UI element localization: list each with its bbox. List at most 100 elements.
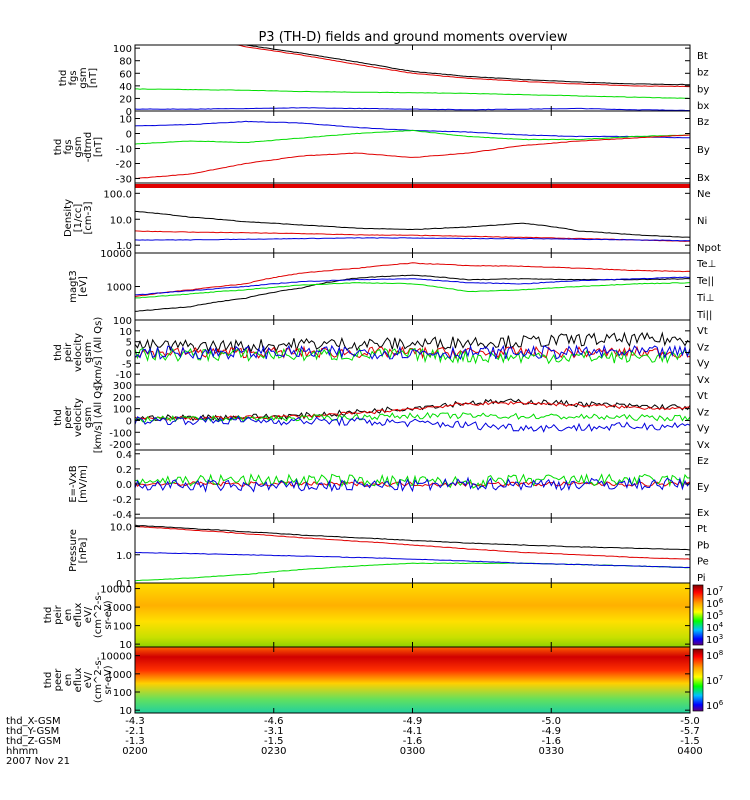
panel-frame bbox=[134, 384, 691, 451]
legend-entry: Pe bbox=[697, 557, 709, 568]
colorbar-tick-label: 103 bbox=[706, 633, 723, 646]
colorbar-tick-label: 107 bbox=[706, 674, 723, 687]
legend-entry: By bbox=[697, 145, 710, 156]
x-tick-label: -1.5 bbox=[680, 736, 700, 747]
series-line-4 bbox=[135, 551, 690, 569]
legend-entry: Ez bbox=[697, 456, 709, 467]
x-tick-label: -4.1 bbox=[403, 726, 423, 737]
y-tick-label: 200 bbox=[113, 393, 132, 404]
series-line-3 bbox=[135, 134, 690, 180]
legend-entry: Vt bbox=[697, 326, 708, 337]
y-tick-label: 0.0 bbox=[116, 480, 132, 491]
legend-entry: Bz bbox=[697, 117, 709, 128]
x-tick-label: -1.6 bbox=[541, 736, 561, 747]
y-tick-label: 10 bbox=[119, 640, 132, 651]
series-line-2 bbox=[135, 473, 690, 489]
series-line-1 bbox=[135, 230, 690, 242]
series-line-3 bbox=[135, 476, 690, 493]
panel-frame bbox=[134, 182, 691, 254]
y-tick-label: 1000 bbox=[107, 283, 132, 294]
y-tick-label: 40 bbox=[119, 82, 132, 93]
spectrogram-image bbox=[135, 583, 690, 647]
legend-entry: Bt bbox=[697, 51, 708, 62]
panel-efield: Ez Ey Ex -0.4 -0.2 0.0 0.2 0.4 E=-VxB[mV/m] bbox=[68, 449, 709, 521]
legend-entry: by bbox=[697, 84, 709, 95]
y-tick-label: 100 bbox=[113, 405, 132, 416]
series-line-4 bbox=[135, 415, 690, 433]
y-axis-label: Pressure[nPa] bbox=[68, 529, 89, 572]
series-line-2 bbox=[135, 129, 690, 145]
x-tick-label: 0230 bbox=[261, 746, 286, 757]
y-tick-label: 0 bbox=[126, 349, 132, 360]
y-tick-label: 1000 bbox=[107, 670, 132, 681]
series-line-2 bbox=[135, 210, 690, 238]
panel-pressure: Pt Pb Pe Pi 0.1 1.0 10.0 Pressure[nPa] bbox=[68, 517, 709, 590]
x-row-label: hhmm bbox=[6, 746, 38, 757]
series-line-1 bbox=[135, 331, 690, 354]
series-line-4 bbox=[135, 282, 690, 299]
y-tick-label: 10000 bbox=[100, 249, 132, 260]
y-axis-label: E=-VxB[mV/m] bbox=[68, 465, 89, 503]
y-tick-label: 20 bbox=[119, 94, 132, 105]
legend-entry: Vy bbox=[697, 424, 710, 435]
series-line-1 bbox=[135, 120, 690, 139]
y-tick-label: -20 bbox=[116, 160, 132, 171]
x-tick-label: -4.9 bbox=[403, 716, 423, 727]
x-tick-label: 0300 bbox=[400, 746, 425, 757]
x-row-label: thd_X-GSM bbox=[6, 716, 61, 727]
legend-entry: Vt bbox=[697, 391, 708, 402]
legend-entry: Pb bbox=[697, 540, 709, 551]
x-tick-label: -5.0 bbox=[541, 716, 561, 727]
series-line-1 bbox=[135, 524, 690, 551]
y-tick-label: 1.0 bbox=[116, 241, 132, 252]
series-line-3 bbox=[135, 411, 690, 423]
y-tick-label: 80 bbox=[119, 57, 132, 68]
y-tick-label: 10000 bbox=[100, 652, 132, 663]
series-line-2 bbox=[135, 45, 690, 88]
legend-entry: Npot bbox=[697, 243, 721, 254]
y-tick-label: 1.0 bbox=[116, 551, 132, 562]
series-line-2 bbox=[135, 400, 690, 421]
colorbar-tick-label: 107 bbox=[706, 585, 723, 598]
series-line-2 bbox=[135, 345, 690, 360]
y-tick-label: 0.4 bbox=[116, 450, 132, 461]
x-tick-label: -4.9 bbox=[541, 726, 561, 737]
y-tick-label: 10 bbox=[119, 706, 132, 717]
colorbar-tick-label: 108 bbox=[706, 649, 723, 662]
y-axis-label: thdfgsgsm[nT] bbox=[58, 67, 99, 88]
colorbar-tick-label: 106 bbox=[706, 597, 724, 610]
y-tick-label: -30 bbox=[116, 175, 132, 186]
y-tick-label: -5 bbox=[122, 359, 132, 370]
x-tick-label: -4.6 bbox=[264, 716, 284, 727]
legend-entry: Te⊥ bbox=[696, 259, 716, 270]
y-tick-label: 10000 bbox=[100, 585, 132, 596]
y-tick-label: 300 bbox=[113, 381, 132, 392]
plot-panels: Btbzbybx020406080100thdfgsgsm[nT]BzByBx-… bbox=[43, 44, 724, 717]
y-axis-label: thdpeirenefluxeV/(cm^2-s-sr-eV) bbox=[43, 591, 114, 638]
y-tick-label: 5 bbox=[126, 338, 132, 349]
x-row-label: thd_Y-GSM bbox=[6, 726, 59, 737]
x-tick-label: 0330 bbox=[539, 746, 564, 757]
y-tick-label: 0 bbox=[126, 107, 132, 118]
y-tick-label: -100 bbox=[109, 428, 132, 439]
x-tick-label: -1.5 bbox=[264, 736, 284, 747]
x-tick-label: -3.1 bbox=[264, 726, 284, 737]
series-line-2 bbox=[135, 525, 690, 560]
legend-entry: Vy bbox=[697, 359, 710, 370]
x-row-label: 2007 Nov 21 bbox=[6, 756, 70, 767]
x-tick-label: -1.3 bbox=[125, 736, 145, 747]
series-line-1 bbox=[135, 262, 690, 297]
legend-entry: Vx bbox=[697, 440, 710, 451]
colorbar-tick-label: 104 bbox=[706, 621, 724, 634]
y-tick-label: -0.2 bbox=[112, 495, 132, 506]
series-line-4 bbox=[135, 344, 690, 360]
x-tick-label: -4.3 bbox=[125, 716, 145, 727]
legend-entry: bx bbox=[697, 101, 709, 112]
y-tick-label: 10 bbox=[119, 115, 132, 126]
panel-peer-spectrogram: 108 107 106 10 100 1000 10000thdpeerenefluxeV/… bbox=[43, 646, 724, 717]
colorbar-tick-label: 105 bbox=[706, 609, 723, 622]
